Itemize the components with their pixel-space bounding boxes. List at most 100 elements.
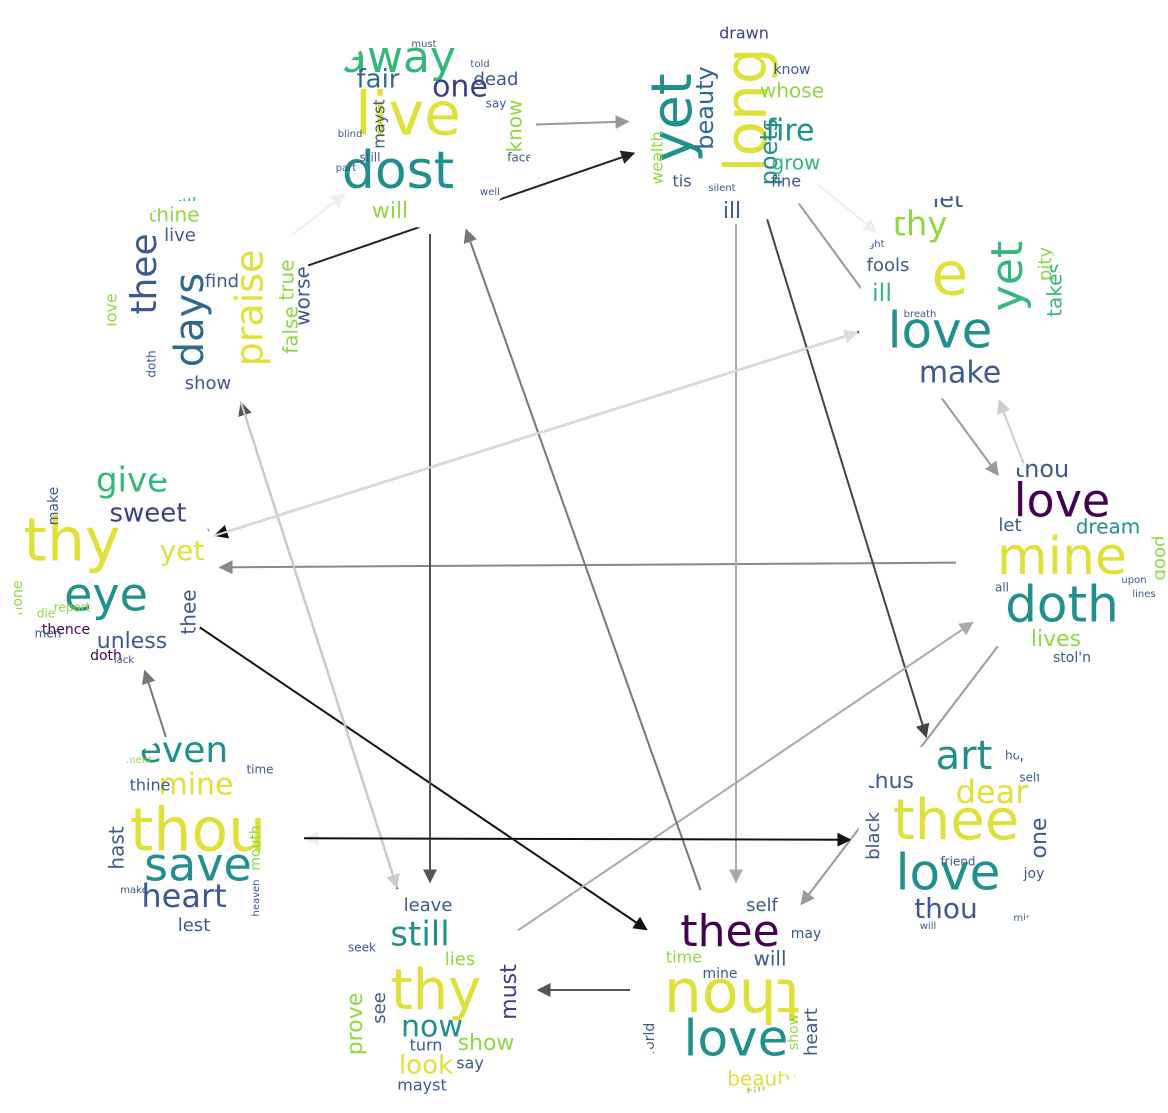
- word-praise: praise: [228, 250, 272, 367]
- word-still: still: [360, 151, 381, 165]
- word-heart: heart: [801, 1008, 822, 1056]
- word-dream: dream: [1076, 515, 1141, 539]
- word-fine: fine: [771, 172, 801, 191]
- word-joy: joy: [1023, 866, 1045, 882]
- edge-cloud-left-middle-to-cloud-right-upper: [212, 329, 859, 538]
- word-now: now: [401, 1010, 463, 1045]
- word-world: world: [642, 1023, 658, 1062]
- word-self: self: [1019, 771, 1041, 785]
- word-told: told: [470, 59, 489, 70]
- word-must: must: [497, 964, 522, 1020]
- word-thou: thou: [914, 892, 978, 925]
- word-will: will: [753, 947, 786, 971]
- word-thy: thy: [23, 506, 120, 576]
- word-look: look: [399, 1051, 453, 1081]
- word-grow: grow: [771, 151, 820, 175]
- word-find: find: [205, 271, 239, 292]
- word-lines: lines: [1132, 589, 1155, 600]
- word-takes: takes: [1043, 263, 1067, 317]
- word-mouth: mouth: [248, 825, 264, 870]
- word-thou: thou: [664, 964, 800, 1034]
- edge-cloud-top-center-to-cloud-top-right: [535, 114, 630, 129]
- word-wealth: wealth: [648, 131, 667, 185]
- word-let: let: [933, 185, 964, 213]
- word-yet: yet: [160, 534, 205, 567]
- word-report: report: [54, 601, 91, 615]
- word-thee: thee: [680, 906, 779, 957]
- cloud-bottom-center-background: [330, 890, 530, 1090]
- cloud-right-upper-background: [860, 200, 1060, 400]
- word-poets: poets: [755, 119, 783, 186]
- word-see: see: [369, 992, 390, 1024]
- word-mine: mine: [997, 527, 1127, 587]
- word-kill: kill: [171, 185, 196, 206]
- word-part: part: [336, 163, 357, 174]
- word-say: say: [486, 97, 507, 111]
- word-yet: yet: [640, 73, 705, 163]
- word-mine: mine: [158, 768, 233, 803]
- word-worse: worse: [291, 266, 315, 326]
- word-time: time: [666, 948, 702, 967]
- word-may: may: [791, 926, 822, 942]
- word-doth: doth: [145, 350, 159, 377]
- word-dead: dead: [474, 69, 519, 90]
- word-black: black: [863, 812, 884, 860]
- word-show: show: [786, 1014, 802, 1050]
- word-know: know: [774, 62, 811, 78]
- word-thine: thine: [148, 203, 199, 227]
- edge-cloud-left-upper-to-cloud-bottom-center: [239, 400, 400, 889]
- word-dear: dear: [956, 773, 1030, 811]
- word-drawn: drawn: [719, 24, 769, 43]
- cloud-right-lower-background: [858, 740, 1058, 940]
- word-thou: thou: [130, 796, 266, 866]
- edge-cloud-right-middle-to-cloud-right-upper: [997, 399, 1025, 464]
- word-ill: ill: [872, 279, 892, 307]
- word-all: all: [995, 581, 1009, 595]
- word-thee: thee: [893, 788, 1019, 853]
- word-breath: breath: [904, 309, 937, 320]
- word-tis: tis: [672, 172, 691, 191]
- word-love: love: [684, 1010, 789, 1068]
- word-one: one: [432, 70, 488, 105]
- word-long: long: [712, 47, 780, 172]
- word-still: still: [390, 915, 449, 955]
- word-hope: hope: [1005, 749, 1035, 763]
- word-will: will: [372, 199, 408, 224]
- word-show: show: [185, 373, 232, 394]
- edge-cloud-left-upper-to-cloud-top-center: [291, 193, 346, 236]
- word-live: live: [355, 80, 461, 150]
- word-false: false: [279, 306, 303, 354]
- word-doth: doth: [90, 648, 122, 664]
- word-heaven: heaven: [251, 879, 262, 916]
- word-men: men: [35, 627, 62, 641]
- word-know: know: [503, 100, 527, 153]
- word-unless: unless: [97, 629, 167, 654]
- edge-cloud-bottom-left-to-cloud-right-lower: [303, 832, 852, 847]
- word-till: till: [746, 1084, 766, 1103]
- cloud-left-upper-background: [108, 200, 308, 400]
- word-mind: mind: [1013, 913, 1038, 924]
- word-give: give: [96, 461, 168, 501]
- word-love: love: [896, 844, 1001, 902]
- word-might: might: [855, 239, 884, 250]
- edge-cloud-left-middle-to-cloud-bottom-right: [199, 626, 648, 931]
- word-let: let: [998, 515, 1021, 536]
- word-fire: fire: [765, 114, 814, 149]
- word-beauty: beauty: [691, 66, 719, 150]
- word-well: well: [480, 187, 500, 198]
- word-verse: verse: [933, 717, 983, 738]
- word-thy: thy: [892, 205, 947, 245]
- word-mayst: mayst: [397, 1076, 446, 1095]
- word-blind: blind: [338, 129, 363, 140]
- word-seek: seek: [348, 941, 376, 955]
- word-days: days: [167, 273, 213, 367]
- word-time: time: [246, 763, 273, 777]
